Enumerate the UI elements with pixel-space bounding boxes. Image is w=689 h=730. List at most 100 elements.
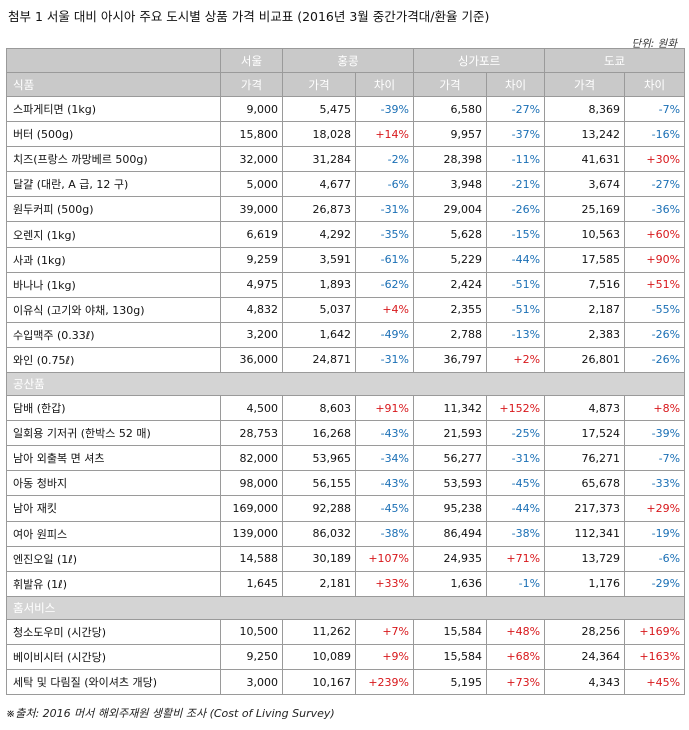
item-name: 달걀 (대란, A 급, 12 구) — [6, 171, 221, 198]
diff-hongkong: +33% — [354, 570, 415, 597]
diff-hongkong: -34% — [354, 445, 415, 472]
diff-hongkong: -38% — [354, 520, 415, 547]
diff-tokyo: +169% — [624, 618, 686, 645]
header-city-seoul: 서울 — [220, 48, 283, 73]
price-tokyo: 13,242 — [544, 121, 626, 148]
price-tokyo: 24,364 — [544, 643, 626, 670]
diff-singapore: -27% — [486, 95, 546, 123]
table-body: 스파게티면 (1kg) 9,000 5,475 -39% 6,580 -27% 8,369-… — [5, 95, 686, 696]
price-seoul: 39,000 — [220, 196, 283, 223]
price-seoul: 28,753 — [220, 420, 283, 447]
diff-hongkong: +14% — [354, 121, 415, 148]
diff-singapore: -37% — [486, 121, 546, 148]
price-singapore: 2,424 — [413, 271, 488, 298]
table-row: 여아 원피스 139,000 86,032 -38% 86,494 -38% 112,341… — [6, 520, 686, 547]
price-tokyo: 13,729 — [544, 545, 626, 572]
price-tokyo: 41,631 — [544, 146, 626, 173]
diff-singapore: -31% — [486, 445, 546, 472]
diff-hongkong: +4% — [354, 296, 415, 323]
price-tokyo: 217,373 — [544, 495, 626, 522]
price-seoul: 36,000 — [220, 346, 283, 374]
item-name: 수입맥주 (0.33ℓ) — [6, 321, 221, 348]
diff-hongkong: -49% — [354, 321, 415, 348]
header-price: 가격 — [282, 72, 356, 97]
price-singapore: 1,636 — [413, 570, 488, 597]
item-name: 원두커피 (500g) — [6, 196, 221, 223]
diff-hongkong: -43% — [354, 420, 415, 447]
header-city-hongkong: 홍콩 — [281, 48, 415, 73]
price-singapore: 95,238 — [413, 495, 488, 522]
price-seoul: 9,250 — [220, 643, 283, 670]
price-hongkong: 5,037 — [282, 296, 356, 323]
item-name: 베이비시터 (시간당) — [6, 643, 221, 670]
diff-hongkong: -62% — [354, 271, 415, 298]
diff-tokyo: -16% — [624, 121, 686, 148]
price-seoul: 9,259 — [220, 246, 283, 273]
table-row: 청소도우미 (시간당) 10,500 11,262 +7% 15,584 +48% 28,2… — [6, 618, 686, 645]
document-title: 첨부 1 서울 대비 아시아 주요 도시별 상품 가격 비교표 (2016년 3… — [8, 9, 490, 24]
diff-singapore: -21% — [486, 171, 546, 198]
price-tokyo: 28,256 — [544, 618, 626, 645]
diff-tokyo: -33% — [624, 470, 686, 497]
diff-singapore: -51% — [486, 271, 546, 298]
price-tokyo: 4,343 — [544, 668, 626, 696]
diff-hongkong: +9% — [354, 643, 415, 670]
price-hongkong: 4,292 — [282, 221, 356, 248]
item-name: 버터 (500g) — [6, 121, 221, 148]
diff-tokyo: -55% — [624, 296, 686, 323]
price-tokyo: 1,176 — [544, 570, 626, 597]
section-row: 공산품 — [5, 372, 686, 397]
price-tokyo: 7,516 — [544, 271, 626, 298]
diff-hongkong: +107% — [354, 545, 415, 572]
price-singapore: 2,355 — [413, 296, 488, 323]
diff-tokyo: +51% — [624, 271, 686, 298]
price-singapore: 5,628 — [413, 221, 488, 248]
price-seoul: 15,800 — [220, 121, 283, 148]
header-blank — [6, 48, 221, 73]
table-row: 원두커피 (500g) 39,000 26,873 -31% 29,004 -26% 25,… — [6, 196, 686, 223]
price-tokyo: 17,585 — [544, 246, 626, 273]
table-row: 담배 (한갑) 4,500 8,603 +91% 11,342 +152% 4,873 +8% — [6, 395, 686, 422]
price-hongkong: 1,642 — [282, 321, 356, 348]
table-row: 바나나 (1kg) 4,975 1,893 -62% 2,424 -51% 7,516 +51… — [6, 271, 686, 298]
price-seoul: 4,832 — [220, 296, 283, 323]
header-price: 가격 — [220, 72, 283, 97]
diff-singapore: -26% — [486, 196, 546, 223]
diff-tokyo: +90% — [624, 246, 686, 273]
item-name: 청소도우미 (시간당) — [6, 618, 221, 645]
price-hongkong: 92,288 — [282, 495, 356, 522]
price-seoul: 98,000 — [220, 470, 283, 497]
diff-singapore: -1% — [486, 570, 546, 597]
section-label: 공산품 — [5, 372, 686, 397]
item-name: 담배 (한갑) — [6, 395, 221, 422]
diff-tokyo: -26% — [624, 346, 686, 374]
table-row: 치즈(프랑스 까망베르 500g) 32,000 31,284 -2% 28,398 -1… — [6, 146, 686, 173]
item-name: 세탁 및 다림질 (와이셔츠 개당) — [6, 668, 221, 696]
diff-singapore: -13% — [486, 321, 546, 348]
price-tokyo: 25,169 — [544, 196, 626, 223]
item-name: 바나나 (1kg) — [6, 271, 221, 298]
diff-tokyo: +8% — [624, 395, 686, 422]
diff-singapore: -45% — [486, 470, 546, 497]
price-seoul: 9,000 — [220, 95, 283, 123]
table-row: 스파게티면 (1kg) 9,000 5,475 -39% 6,580 -27% 8,369-… — [6, 95, 686, 123]
price-hongkong: 56,155 — [282, 470, 356, 497]
price-hongkong: 86,032 — [282, 520, 356, 547]
price-hongkong: 10,167 — [282, 668, 356, 696]
price-seoul: 14,588 — [220, 545, 283, 572]
price-tokyo: 4,873 — [544, 395, 626, 422]
diff-singapore: -25% — [486, 420, 546, 447]
item-name: 이유식 (고기와 야채, 130g) — [6, 296, 221, 323]
price-hongkong: 31,284 — [282, 146, 356, 173]
price-hongkong: 16,268 — [282, 420, 356, 447]
price-singapore: 21,593 — [413, 420, 488, 447]
price-hongkong: 2,181 — [282, 570, 356, 597]
price-seoul: 32,000 — [220, 146, 283, 173]
price-singapore: 15,584 — [413, 618, 488, 645]
diff-hongkong: -43% — [354, 470, 415, 497]
price-tokyo: 17,524 — [544, 420, 626, 447]
price-hongkong: 11,262 — [282, 618, 356, 645]
diff-hongkong: -2% — [354, 146, 415, 173]
item-name: 휘발유 (1ℓ) — [6, 570, 221, 597]
price-singapore: 56,277 — [413, 445, 488, 472]
